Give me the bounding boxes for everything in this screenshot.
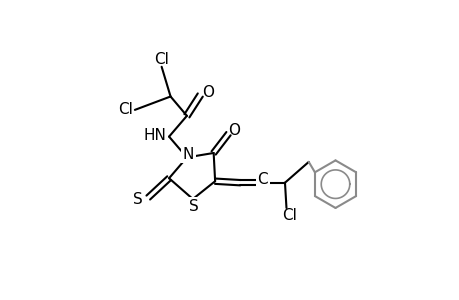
Text: S: S (132, 191, 142, 206)
Text: S: S (189, 199, 199, 214)
Text: Cl: Cl (281, 208, 296, 223)
Text: Cl: Cl (154, 52, 169, 67)
Text: C: C (257, 172, 268, 187)
Text: N: N (182, 147, 194, 162)
Text: Cl: Cl (118, 102, 133, 117)
Text: O: O (228, 123, 240, 138)
Text: HN: HN (143, 128, 166, 142)
Text: O: O (201, 85, 213, 100)
